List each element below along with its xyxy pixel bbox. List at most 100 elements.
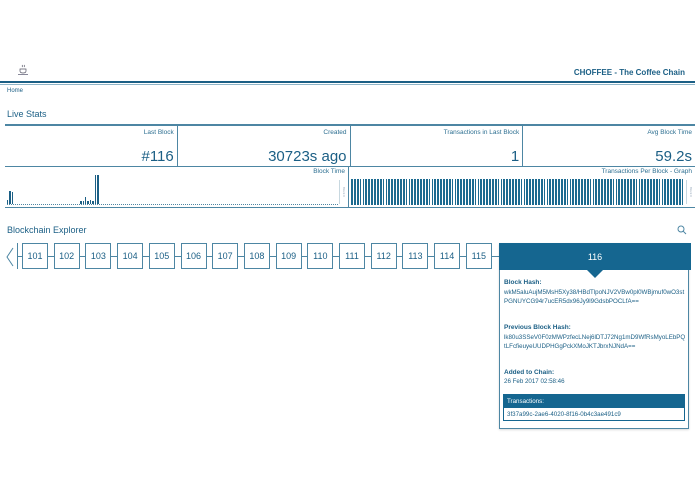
- block-112[interactable]: 112: [370, 243, 397, 269]
- block-101[interactable]: 101: [22, 243, 48, 269]
- tx-per-block-bar: [647, 179, 649, 205]
- block-108[interactable]: 108: [243, 243, 270, 269]
- tx-per-block-bar: [535, 179, 537, 205]
- tx-per-block-bar: [644, 179, 647, 205]
- tx-per-block-bar: [632, 179, 635, 205]
- block-102[interactable]: 102: [53, 243, 80, 269]
- tx-per-block-bar: [489, 179, 491, 205]
- tx-per-block-bar: [586, 179, 589, 205]
- tx-per-block-bar: [371, 179, 373, 205]
- tx-per-block-bar: [595, 179, 598, 205]
- tx-per-block-bar: [385, 179, 388, 205]
- tx-per-block-bar: [563, 179, 566, 205]
- tx-per-block-bar: [618, 179, 621, 205]
- tx-per-block-bar: [667, 179, 670, 205]
- graph-label: Block Time: [313, 168, 345, 175]
- tx-per-block-bar: [445, 179, 448, 205]
- block-103[interactable]: 103: [85, 243, 112, 269]
- block-time-bar: [80, 200, 82, 204]
- graph-scrollbar[interactable]: Block 0: [686, 180, 693, 204]
- tx-per-block-bar: [503, 179, 506, 205]
- tx-per-block-bar: [575, 179, 578, 205]
- tx-per-block-bar: [572, 179, 575, 205]
- tx-per-block-bar: [569, 179, 572, 205]
- block-111[interactable]: 111: [339, 243, 365, 269]
- tx-per-block-bar: [506, 179, 509, 205]
- block-106[interactable]: 106: [180, 243, 207, 269]
- transactions-header: Transactions:: [504, 395, 684, 408]
- transaction-item[interactable]: 3f37a99c-2ae6-4020-8f16-0b4c3ae491c9: [507, 411, 621, 418]
- tx-per-block-bar: [512, 179, 514, 205]
- tx-per-block-bar: [477, 179, 480, 205]
- stat-label: Avg Block Time: [647, 129, 692, 136]
- tx-per-block-bar: [394, 179, 396, 205]
- tx-per-block-bar: [629, 179, 632, 205]
- tx-per-block-bar: [463, 179, 465, 205]
- block-time-bar: [87, 201, 89, 204]
- tx-per-block-bar: [437, 179, 440, 205]
- block-time-bar: [85, 196, 87, 204]
- tx-per-block-bar: [351, 179, 353, 205]
- tx-per-block-bar: [589, 179, 592, 205]
- tx-per-block-bar: [397, 179, 399, 205]
- tx-per-block-bar: [405, 179, 408, 205]
- added-to-chain-label: Added to Chain:: [504, 369, 555, 376]
- tx-per-block-bar: [408, 179, 411, 205]
- tx-per-block-bar: [598, 179, 601, 205]
- graph-scrollbar[interactable]: Block 0: [339, 180, 346, 204]
- live-stats-panel: Last Block #116 Created 30723s ago Trans…: [5, 124, 695, 208]
- stat-value: #116: [141, 148, 174, 165]
- stat-created: Created 30723s ago: [178, 126, 351, 166]
- tx-per-block-bar: [675, 179, 678, 205]
- tx-per-block-bar: [624, 179, 626, 205]
- tx-per-block-bar: [532, 179, 534, 205]
- tx-per-block-bar: [428, 179, 431, 205]
- block-114[interactable]: 114: [434, 243, 461, 269]
- block-113[interactable]: 113: [402, 243, 429, 269]
- block-time-bar: [92, 201, 94, 204]
- stat-value: 30723s ago: [268, 148, 347, 165]
- chain-divider: [17, 243, 18, 269]
- tx-per-block-bar: [670, 179, 672, 205]
- block-107[interactable]: 107: [212, 243, 239, 269]
- tx-per-block-bar: [627, 179, 629, 205]
- tx-per-block-bars: [351, 179, 684, 205]
- block-time-bar: [11, 191, 14, 204]
- block-115[interactable]: 115: [465, 243, 492, 269]
- coffee-logo-icon[interactable]: [16, 63, 30, 77]
- tx-per-block-bar: [448, 179, 451, 205]
- tx-per-block-bar: [514, 179, 517, 205]
- tx-per-block-bar: [578, 179, 580, 205]
- block-time-graph: Block Time Block 0: [5, 167, 349, 207]
- block-time-bar: [94, 175, 97, 204]
- tx-per-block-bar: [474, 179, 477, 205]
- block-time-bar: [89, 199, 92, 204]
- block-105[interactable]: 105: [148, 243, 175, 269]
- tx-per-block-bar: [658, 179, 661, 205]
- block-104[interactable]: 104: [117, 243, 144, 269]
- selected-block-number[interactable]: 116: [499, 243, 691, 278]
- tx-per-block-bar: [374, 179, 376, 205]
- tx-per-block-bar: [661, 179, 664, 205]
- block-hash-value: wkM5aluAujM5MsH5Xy38/HBdTlpoNJV2VBw0pl0W…: [504, 289, 685, 305]
- tx-per-block-bar: [612, 179, 615, 205]
- search-icon[interactable]: [677, 225, 687, 235]
- tx-per-block-bar: [543, 179, 546, 205]
- tx-per-block-bar: [460, 179, 463, 205]
- tx-per-block-bar: [517, 179, 520, 205]
- tx-per-block-bar: [601, 179, 603, 205]
- tx-per-block-bar: [434, 179, 437, 205]
- breadcrumb-home[interactable]: Home: [7, 88, 24, 94]
- block-109[interactable]: 109: [275, 243, 302, 269]
- tx-per-block-bar: [537, 179, 540, 205]
- tx-per-block-bar: [411, 179, 414, 205]
- chevron-left-icon[interactable]: [6, 247, 16, 267]
- block-110[interactable]: 110: [307, 243, 334, 269]
- tx-per-block-bar: [420, 179, 422, 205]
- tx-per-block-bar: [523, 179, 526, 205]
- tx-per-block-bar: [520, 179, 523, 205]
- tx-per-block-bar: [356, 179, 359, 205]
- tx-per-block-bar: [483, 179, 486, 205]
- tx-per-block-bar: [471, 179, 474, 205]
- tx-per-block-bar: [379, 179, 382, 205]
